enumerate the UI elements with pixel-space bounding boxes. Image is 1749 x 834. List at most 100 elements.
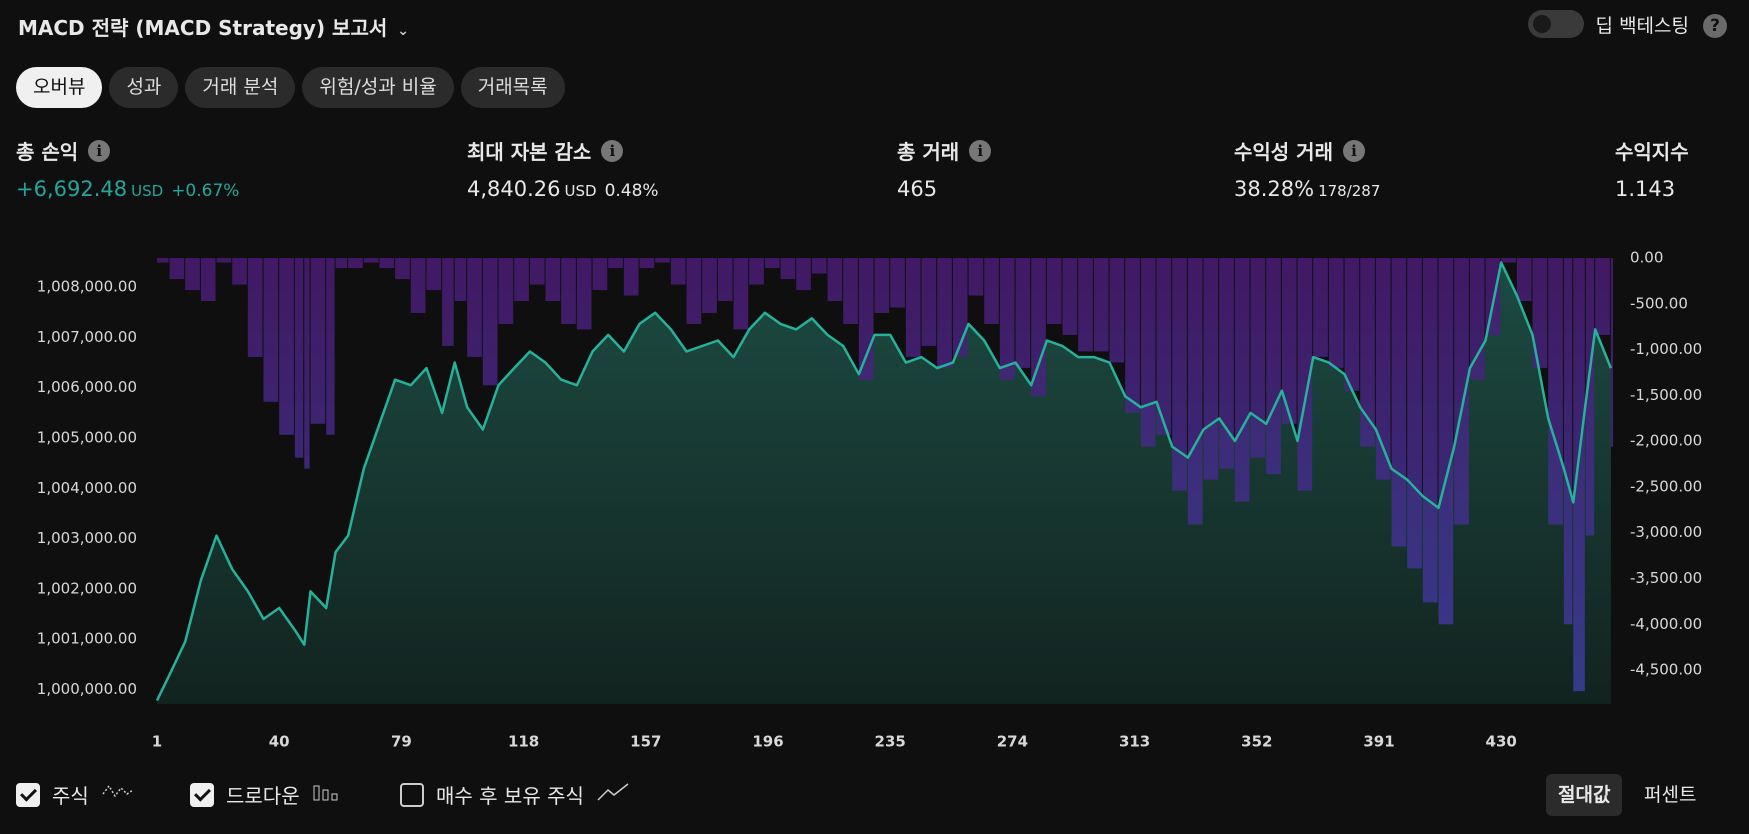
drawdown-bar: [442, 258, 454, 346]
drawdown-bar: [702, 258, 717, 313]
drawdown-bar: [764, 258, 780, 269]
drawdown-bar: [1391, 258, 1407, 547]
stat-label-text: 총 손익: [16, 140, 79, 164]
drawdown-bar: [379, 258, 395, 269]
drawdown-bar: [1281, 258, 1297, 424]
info-icon[interactable]: i: [88, 139, 111, 162]
y2-tick-label: -2,500.00: [1630, 477, 1702, 495]
drawdown-bar: [363, 258, 379, 263]
drawdown-bar: [232, 258, 247, 285]
stat: 총 거래 i 465: [897, 136, 992, 201]
stat-label: 수익성 거래 i: [1234, 136, 1380, 165]
scale-button[interactable]: 절대값: [1546, 774, 1623, 816]
stat-label-text: 최대 자본 감소: [467, 140, 592, 164]
help-icon[interactable]: ?: [1703, 14, 1727, 38]
drawdown-bar: [561, 258, 576, 324]
drawdown-bar: [937, 258, 952, 368]
drawdown-bar: [1125, 258, 1140, 413]
drawdown-bar: [733, 258, 749, 330]
drawdown-bar: [1407, 258, 1422, 569]
legend-icon: [596, 782, 632, 807]
y2-tick-label: -500.00: [1630, 294, 1688, 312]
checkbox[interactable]: [16, 782, 40, 807]
drawdown-bar: [1031, 258, 1046, 397]
drawdown-bar: [686, 258, 702, 324]
tab[interactable]: 오버뷰: [16, 67, 103, 108]
x-tick-label: 1: [152, 733, 162, 751]
stat-number: 1.143: [1615, 177, 1676, 201]
drawdown-bar: [529, 258, 545, 285]
drawdown-bar: [608, 258, 623, 269]
drawdown-bar: [1516, 258, 1532, 302]
x-tick-label: 352: [1241, 733, 1272, 751]
stat-label: 총 손익 i: [16, 136, 239, 165]
x-tick-label: 118: [508, 733, 539, 751]
drawdown-bar: [1595, 258, 1610, 335]
info-icon[interactable]: i: [601, 139, 624, 162]
drawdown-bar: [999, 258, 1015, 380]
stat-number: 465: [897, 177, 938, 201]
x-tick-label: 274: [997, 733, 1028, 751]
drawdown-bar: [1156, 258, 1172, 435]
drawdown-bar: [623, 258, 639, 296]
stat-extra: 0.48%: [604, 181, 659, 201]
x-tick-label: 157: [630, 733, 661, 751]
drawdown-bar: [1046, 258, 1062, 324]
stat: 수익성 거래 i 38.28% 178/287: [1234, 136, 1380, 201]
drawdown-bar: [749, 258, 764, 285]
y2-tick-label: -1,000.00: [1630, 340, 1702, 358]
drawdown-bar: [200, 258, 216, 302]
legend-item[interactable]: 주식: [16, 780, 137, 809]
drawdown-bar: [1485, 258, 1501, 335]
drawdown-bar: [1610, 258, 1613, 447]
drawdown-bar: [1140, 258, 1156, 447]
stat-value: 38.28% 178/287: [1234, 177, 1380, 201]
drawdown-bar: [717, 258, 733, 302]
info-icon[interactable]: i: [1342, 139, 1365, 162]
y-tick-label: 1,003,000.00: [37, 529, 137, 547]
legend-item[interactable]: 매수 후 보유 주식: [400, 780, 632, 809]
drawdown-bar: [670, 258, 686, 285]
drawdown-bar: [157, 258, 169, 263]
tab[interactable]: 위험/성과 비율: [302, 67, 454, 108]
y-tick-label: 1,004,000.00: [37, 479, 137, 497]
tab[interactable]: 거래 분석: [185, 67, 296, 108]
y2-tick-label: -2,000.00: [1630, 432, 1702, 450]
checkbox[interactable]: [400, 782, 424, 807]
tabs: 오버뷰 성과 거래 분석 위험/성과 비율 거래목록: [16, 67, 565, 108]
drawdown-bar: [279, 258, 294, 435]
drawdown-bar: [1328, 258, 1344, 368]
y-tick-label: 1,006,000.00: [37, 378, 137, 396]
y-tick-label: 1,008,000.00: [37, 278, 137, 296]
drawdown-bar: [310, 258, 326, 424]
stat-value: 465: [897, 177, 991, 201]
drawdown-bar: [263, 258, 279, 402]
stat-label-text: 수익지수: [1615, 140, 1689, 164]
scale-button[interactable]: 퍼센트: [1644, 784, 1697, 806]
switch[interactable]: [1527, 10, 1584, 38]
deep-backtest-toggle[interactable]: 딥 백테스팅: [1527, 10, 1689, 38]
info-icon[interactable]: i: [969, 139, 992, 162]
tab[interactable]: 거래목록: [460, 67, 565, 108]
drawdown-bar: [1344, 258, 1360, 391]
x-tick-label: 235: [875, 733, 906, 751]
x-tick-label: 196: [752, 733, 783, 751]
x-tick-label: 79: [391, 733, 412, 751]
y2-tick-label: -4,500.00: [1630, 661, 1702, 679]
drawdown-bar: [984, 258, 999, 324]
tab[interactable]: 성과: [109, 67, 179, 108]
legend-item[interactable]: 드로다운: [190, 780, 348, 809]
report-title[interactable]: MACD 전략 (MACD Strategy) 보고서 ⌄: [18, 12, 409, 41]
stat-number: 38.28%: [1234, 177, 1315, 201]
drawdown-bar: [1234, 258, 1250, 502]
drawdown-bar: [1563, 258, 1573, 625]
drawdown-bar: [1573, 258, 1585, 692]
drawdown-bar: [1438, 258, 1454, 625]
drawdown-bar: [294, 258, 304, 458]
y2-tick-label: 0.00: [1630, 249, 1663, 267]
drawdown-bar: [968, 258, 984, 296]
checkbox[interactable]: [190, 782, 214, 807]
drawdown-bar: [1585, 258, 1595, 536]
